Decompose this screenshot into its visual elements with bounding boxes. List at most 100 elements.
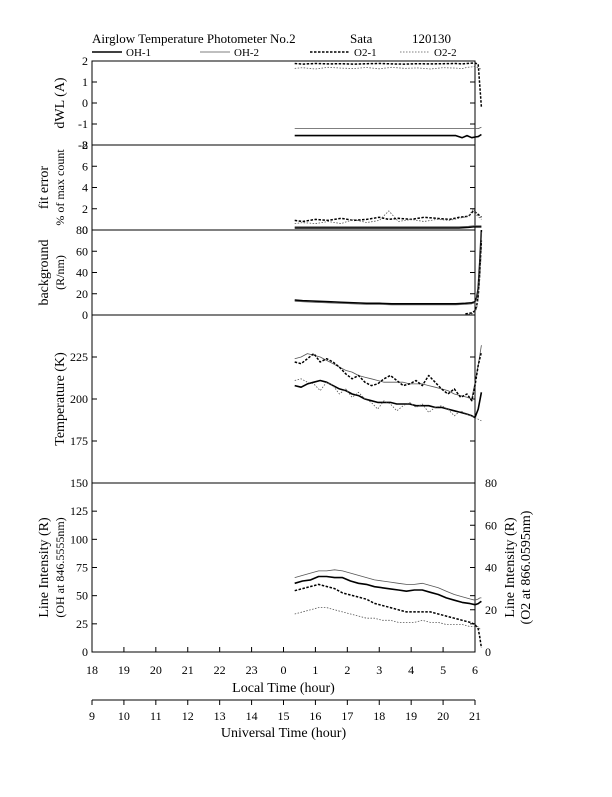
x-tick-label-ut: 17 <box>341 709 353 723</box>
y-tick-label: 125 <box>70 504 88 518</box>
chart-title: Airglow Temperature Photometer No.2 <box>92 31 296 46</box>
x-tick-label-ut: 19 <box>405 709 417 723</box>
y-axis-label-right: Line Intensity (R) <box>503 517 518 618</box>
y-axis-label: fit error <box>37 166 52 209</box>
x-tick-label-local: 5 <box>440 663 446 677</box>
x-tick-label-ut: 9 <box>89 709 95 723</box>
series-line-o21 <box>294 351 483 402</box>
y-tick-label-right: 80 <box>485 476 497 490</box>
series-line-oh1 <box>294 226 482 229</box>
y-tick-label: 0 <box>82 645 88 659</box>
x-tick-label-ut: 12 <box>182 709 194 723</box>
y-axis-label: % of max count <box>53 149 67 226</box>
panel-fit_error: 8 6 4 2 0 fit error% of max count <box>37 138 482 237</box>
series-line-oh1 <box>294 575 482 606</box>
y-tick-label: 6 <box>82 159 88 173</box>
x-tick-label-ut: 14 <box>246 709 258 723</box>
series-line-oh1 <box>294 133 482 139</box>
panel-frame <box>91 144 476 231</box>
series-line-o21 <box>294 210 482 223</box>
y-tick-label: 0 <box>82 96 88 110</box>
series-line-o22 <box>465 249 482 315</box>
legend-label-oh1: OH-1 <box>126 47 151 59</box>
series-line-o22 <box>294 607 482 630</box>
legend-label-o21: O2-1 <box>354 47 377 59</box>
x-tick-label-local: 20 <box>150 663 162 677</box>
y-tick-label: 2 <box>82 54 88 68</box>
series-line-o22 <box>294 208 482 224</box>
panel-line_intensity: 150 125 100 75 50 25 0 80 60 40 20 0 Line Intensity … <box>37 476 534 659</box>
series-line-o21 <box>465 240 483 315</box>
y-axis-label: background <box>37 239 52 305</box>
series-line-oh2 <box>294 225 482 228</box>
series-line-o22 <box>294 65 482 70</box>
y-axis-label: dWL (A) <box>53 77 68 129</box>
y-tick-label-right: 20 <box>485 603 497 617</box>
y-tick-label: 8 <box>82 138 88 152</box>
series-line-oh2 <box>294 126 482 129</box>
y-tick-label: 20 <box>76 287 88 301</box>
y-tick-label: 100 <box>70 532 88 546</box>
x-tick-label-local: 23 <box>246 663 258 677</box>
x-tick-label-ut: 11 <box>150 709 162 723</box>
x-tick-label-local: 19 <box>118 663 130 677</box>
x-tick-label-ut: 18 <box>373 709 385 723</box>
y-tick-label-right: 0 <box>485 645 491 659</box>
legend-label-o22: O2-2 <box>434 47 457 59</box>
y-tick-label: 150 <box>70 476 88 490</box>
y-tick-label-right: 60 <box>485 518 497 532</box>
y-axis-label: Temperature (K) <box>53 352 68 446</box>
y-tick-label: 50 <box>76 589 88 603</box>
panel-dwl: 2 1 0 -1 -2 dWL (A) <box>53 54 483 152</box>
series-line-oh2 <box>294 569 482 601</box>
x-axis-label-ut: Universal Time (hour) <box>221 726 347 741</box>
y-tick-label: 75 <box>76 561 88 575</box>
x-tick-label-local: 3 <box>376 663 382 677</box>
x-tick-label-local: 21 <box>182 663 194 677</box>
y-axis-label: (OH at 846.5555nm) <box>53 517 67 617</box>
y-axis-label-right: (O2 at 866.0595nm) <box>519 510 534 624</box>
y-tick-label: 4 <box>82 181 88 195</box>
y-tick-label: 175 <box>70 434 88 448</box>
x-tick-label-ut: 10 <box>118 709 130 723</box>
panel-frame <box>91 229 476 316</box>
series-line-oh1 <box>294 229 483 305</box>
y-tick-label: 25 <box>76 617 88 631</box>
y-axis-label: Line Intensity (R) <box>37 517 52 618</box>
x-tick-label-local: 0 <box>281 663 287 677</box>
x-tick-label-ut: 13 <box>214 709 226 723</box>
station-name: Sata <box>350 31 373 46</box>
y-tick-label: 80 <box>76 223 88 237</box>
x-tick-label-local: 18 <box>86 663 98 677</box>
y-tick-label: 225 <box>70 350 88 364</box>
y-tick-label: -1 <box>78 117 88 131</box>
y-tick-label: 0 <box>82 223 88 237</box>
panel-frame <box>91 482 476 653</box>
y-tick-label: -2 <box>78 138 88 152</box>
panel-frame <box>91 60 476 146</box>
x-tick-label-local: 6 <box>472 663 478 677</box>
x-tick-label-local: 2 <box>344 663 350 677</box>
y-tick-label-right: 40 <box>485 561 497 575</box>
x-tick-label-ut: 21 <box>469 709 481 723</box>
date-code: 120130 <box>412 31 451 46</box>
y-tick-label: 2 <box>82 202 88 216</box>
series-line-oh2 <box>294 345 482 400</box>
x-tick-label-ut: 16 <box>309 709 321 723</box>
x-tick-label-ut: 15 <box>278 709 290 723</box>
panel-frame <box>91 314 476 484</box>
x-tick-label-local: 1 <box>312 663 318 677</box>
y-axis-label: (R/nm) <box>53 255 67 290</box>
x-tick-label-local: 4 <box>408 663 414 677</box>
x-tick-label-local: 22 <box>214 663 226 677</box>
series-line-oh2 <box>294 232 482 306</box>
series-line-o21 <box>294 62 483 108</box>
panel-background: 80 60 40 20 0 background (R/nm) <box>37 223 483 322</box>
series-line-o21 <box>294 583 483 648</box>
legend: OH-1 OH-2 O2-1 O2-2 <box>92 47 457 59</box>
